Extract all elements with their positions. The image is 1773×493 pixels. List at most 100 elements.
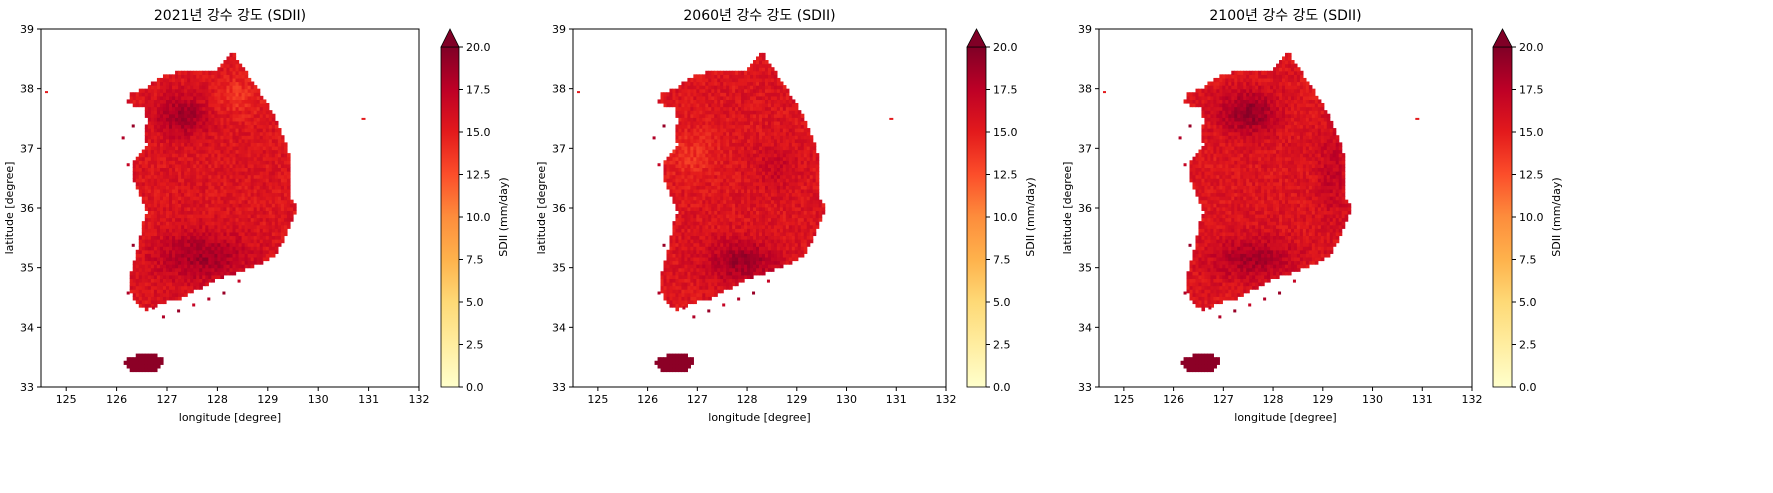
heatmap-cell	[160, 357, 164, 361]
heatmap-cell	[154, 368, 158, 372]
heatmap-cell	[266, 257, 270, 261]
colorbar-extend-max-triangle	[441, 29, 459, 47]
heatmap-cell	[284, 150, 288, 154]
heatmap-cell	[735, 282, 739, 286]
colorbar-tick-label: 7.5	[466, 254, 484, 267]
heatmap-cell	[287, 221, 291, 225]
heatmap-cell	[281, 235, 285, 239]
heatmap-cell	[178, 296, 182, 300]
x-tick-label: 125	[56, 393, 77, 406]
heatmap-cell	[275, 121, 279, 125]
heatmap-cell	[257, 92, 261, 96]
y-tick-label: 36	[20, 202, 34, 215]
y-axis-label: latitude [degree]	[3, 162, 16, 255]
heatmap-cell	[729, 286, 733, 290]
heatmap-cell	[762, 56, 766, 60]
heatmap-cell	[236, 60, 240, 64]
panel-title: 2021년 강수 강도 (SDII)	[154, 8, 306, 24]
x-tick-label: 131	[358, 393, 379, 406]
heatmap-cell	[163, 300, 167, 304]
heatmap-cell	[720, 289, 724, 293]
colorbar-tick-label: 10.0	[466, 211, 491, 224]
heatmap-cell	[272, 117, 276, 121]
heatmap-cell	[233, 56, 237, 60]
heatmap-cell	[287, 171, 291, 175]
sdii-heatmap-cells	[45, 53, 366, 372]
heatmap-cell	[145, 307, 149, 311]
y-tick-label: 38	[20, 83, 34, 96]
heatmap-cell	[269, 110, 273, 114]
heatmap-cell	[293, 207, 297, 211]
heatmap-cell	[690, 357, 694, 361]
heatmap-cell	[290, 214, 294, 218]
heatmap-cell	[287, 185, 291, 189]
heatmap-cell	[239, 64, 243, 68]
island-cell	[177, 309, 180, 312]
sdii-heatmap-cells	[577, 53, 893, 372]
island-cell	[238, 280, 241, 283]
colorbar-tick-label: 0.0	[466, 381, 484, 394]
heatmap-cell	[693, 300, 697, 304]
heatmap-cell	[254, 85, 258, 89]
heatmap-cell	[287, 192, 291, 196]
colorbar-gradient	[441, 47, 459, 387]
heatmap-cell	[190, 289, 194, 293]
heatmap-cell	[281, 239, 285, 243]
island-cell	[207, 298, 210, 301]
heatmap-cell	[690, 361, 694, 365]
heatmap-cell	[293, 210, 297, 214]
island-cell	[132, 244, 135, 247]
heatmap-cell	[687, 364, 691, 368]
heatmap-cell	[199, 286, 203, 290]
heatmap-cell	[281, 139, 285, 143]
heatmap-cell	[275, 124, 279, 128]
colorbar-tick-label: 15.0	[466, 126, 491, 139]
heatmap-cell	[684, 354, 688, 358]
heatmap-cell	[714, 293, 718, 297]
heatmap-cell	[272, 114, 276, 118]
island-cell	[162, 315, 165, 318]
x-tick-label: 126	[106, 393, 127, 406]
colorbar-tick-label: 2.5	[466, 339, 484, 352]
heatmap-cell	[260, 96, 264, 100]
heatmap-cell	[278, 243, 282, 247]
heatmap-cell	[684, 368, 688, 372]
island-cell	[192, 303, 195, 306]
heatmap-cell	[263, 99, 267, 103]
x-tick-label: 132	[409, 393, 430, 406]
heatmap-cell	[266, 103, 270, 107]
heatmap-cell	[675, 307, 679, 311]
island-cell	[122, 136, 125, 139]
colorbar-tick-label: 17.5	[466, 84, 491, 97]
heatmap-cell	[242, 268, 246, 272]
heatmap-cell	[157, 364, 161, 368]
colorbar-label: SDII (mm/day)	[497, 177, 510, 256]
y-tick-label: 35	[20, 262, 34, 275]
heatmap-cell	[762, 271, 766, 275]
heatmap-cell	[251, 82, 255, 86]
heatmap-cell	[233, 271, 237, 275]
heatmap-cell	[266, 107, 270, 111]
heatmap-cell	[741, 278, 745, 282]
heatmap-cell	[248, 78, 252, 82]
heatmap-cell	[287, 178, 291, 182]
heatmap-cell	[154, 354, 158, 358]
island-cell	[132, 124, 135, 127]
y-tick-label: 37	[20, 142, 34, 155]
x-tick-label: 128	[207, 393, 228, 406]
island-cell	[127, 163, 130, 166]
heatmap-cell	[257, 89, 261, 93]
island-ulleung	[362, 118, 366, 120]
colorbar-tick-label: 12.5	[466, 169, 491, 182]
colorbar-tick-label: 5.0	[466, 296, 484, 309]
island-cell	[127, 292, 130, 295]
heatmap-cell	[278, 132, 282, 136]
heatmap-cell	[287, 167, 291, 171]
heatmap-cell	[284, 228, 288, 232]
heatmap-cell	[275, 246, 279, 250]
